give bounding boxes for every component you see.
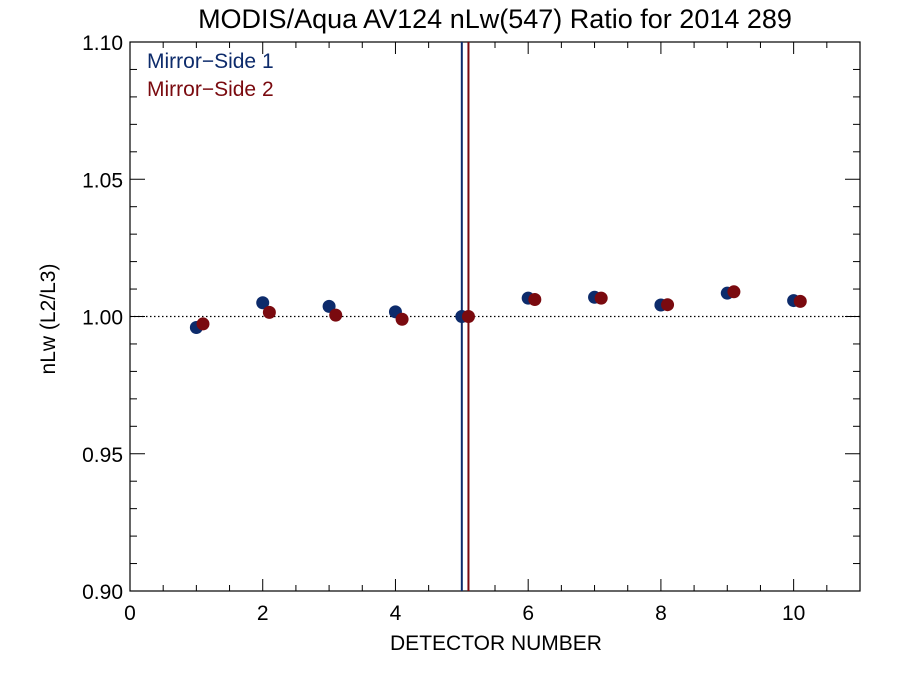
series-1-point <box>256 296 270 310</box>
x-tick-label: 4 <box>390 602 402 625</box>
series-2-point <box>329 308 343 322</box>
x-tick-label: 8 <box>655 602 667 625</box>
y-tick-label: 0.90 <box>82 581 123 604</box>
y-axis-title: nLw (L2/L3) <box>37 264 60 375</box>
legend-label-mirror-side-2: Mirror−Side 2 <box>147 78 274 101</box>
y-tick-label: 1.00 <box>82 307 123 330</box>
series-2-point <box>262 305 276 319</box>
series-2-point <box>793 294 807 308</box>
y-tick-label: 1.05 <box>82 169 123 192</box>
legend: Mirror−Side 1 Mirror−Side 2 <box>147 50 274 101</box>
series-2-point <box>196 317 210 331</box>
y-tick-label: 1.10 <box>82 32 123 55</box>
x-tick-label: 6 <box>522 602 534 625</box>
legend-label-mirror-side-1: Mirror−Side 1 <box>147 50 274 73</box>
x-axis-title: DETECTOR NUMBER <box>390 632 602 655</box>
plot-area: 0 2 4 6 8 10 0.90 0.95 1.00 1.05 1.10 <box>82 32 861 625</box>
y-tick-label: 0.95 <box>82 444 123 467</box>
series-2-point <box>727 285 741 299</box>
series-2-point <box>661 298 675 312</box>
x-tick-label: 0 <box>124 602 136 625</box>
series-2-point <box>395 312 409 326</box>
series-2-point <box>594 291 608 305</box>
chart-title: MODIS/Aqua AV124 nLw(547) Ratio for 2014… <box>198 4 792 34</box>
series-2-point <box>528 292 542 306</box>
series-2-point <box>461 310 475 323</box>
x-tick-label: 2 <box>257 602 269 625</box>
x-tick-label: 10 <box>782 602 805 625</box>
